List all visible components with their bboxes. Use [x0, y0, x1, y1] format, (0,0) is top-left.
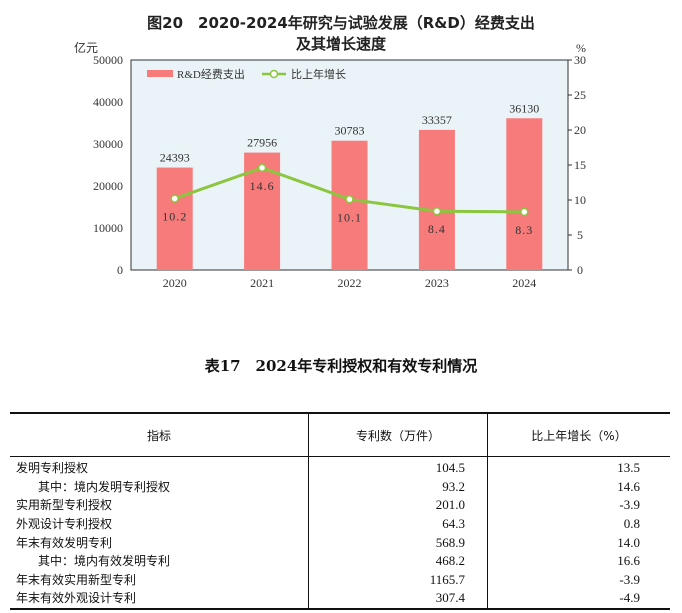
- y-left-unit: 亿元: [74, 40, 98, 55]
- chart: 亿元 % 0 10000 20000 30000 40000 50000 0 5 10 15 20 25 3…: [74, 40, 586, 290]
- bar-label: 33357: [422, 113, 452, 127]
- row-growth: -4.9: [487, 589, 670, 609]
- row-growth: 16.6: [487, 551, 670, 571]
- legend-bar-label: R&D经费支出: [177, 67, 245, 81]
- growth-label: 8.3: [515, 223, 533, 237]
- growth-point: [345, 195, 354, 204]
- y-right-tick: 30: [574, 53, 586, 67]
- bar-2024: [506, 118, 543, 270]
- bar-2022: [331, 140, 368, 270]
- table-row: 发明专利授权 104.5 13.5: [10, 456, 670, 478]
- chart-subtitle: 及其增长速度: [295, 35, 386, 53]
- row-indicator: 其中：境内发明专利授权: [38, 479, 171, 494]
- growth-point: [170, 194, 179, 203]
- y-left-tick: 30000: [93, 137, 123, 151]
- bar-label: 30783: [335, 124, 365, 138]
- table-row: 其中：境内发明专利授权 93.2 14.6: [10, 477, 670, 497]
- row-indicator: 发明专利授权: [16, 461, 89, 476]
- row-count: 568.9: [308, 533, 488, 552]
- y-left-tick: 10000: [93, 221, 123, 235]
- row-count: 468.2: [308, 551, 488, 571]
- header-indicator: 指标: [10, 413, 309, 457]
- row-indicator: 其中：境内有效发明专利: [38, 554, 171, 569]
- legend-line-label: 比上年增长: [291, 67, 346, 81]
- row-count: 307.4: [308, 589, 488, 609]
- row-count: 64.3: [308, 514, 488, 534]
- x-tick: 2020: [163, 276, 187, 290]
- row-growth: 0.8: [487, 514, 670, 534]
- x-tick: 2023: [425, 276, 449, 290]
- legend-line-marker: [269, 69, 279, 79]
- bar-label: 36130: [509, 101, 539, 115]
- y-left-tick: 50000: [93, 53, 123, 67]
- bar-2020: [156, 167, 193, 270]
- growth-label: 10.1: [337, 210, 362, 224]
- table-row: 其中：境内有效发明专利 468.2 16.6: [10, 551, 670, 571]
- growth-point: [432, 206, 442, 216]
- table-row: 外观设计专利授权 64.3 0.8: [10, 514, 670, 534]
- y-right-unit: %: [576, 41, 586, 55]
- row-count: 104.5: [308, 456, 488, 478]
- y-right-tick: 25: [574, 88, 586, 102]
- row-indicator: 外观设计专利授权: [16, 517, 113, 532]
- y-right-tick: 15: [574, 158, 586, 172]
- y-left-tick: 0: [117, 263, 123, 277]
- table-row: 年末有效实用新型专利 1165.7 -3.9: [10, 570, 670, 590]
- table-row: 实用新型专利授权 201.0 -3.9: [10, 496, 670, 515]
- y-right-tick: 20: [574, 123, 586, 137]
- growth-label: 8.4: [428, 222, 446, 236]
- row-count: 93.2: [308, 477, 488, 497]
- y-right-tick: 5: [577, 228, 583, 242]
- y-right-tick: 10: [574, 193, 586, 207]
- patent-table: 指标 专利数（万件） 比上年增长（%） 发明专利授权 104.5 13.5 其中：…: [10, 412, 670, 610]
- y-left-tick: 20000: [93, 179, 123, 193]
- row-count: 201.0: [308, 496, 488, 515]
- x-tick: 2024: [512, 276, 536, 290]
- row-growth: -3.9: [487, 496, 670, 515]
- growth-label: 10.2: [162, 210, 187, 224]
- row-growth: 14.6: [487, 477, 670, 497]
- row-indicator: 年末有效外观设计专利: [16, 591, 137, 606]
- row-growth: -3.9: [487, 570, 670, 590]
- growth-point: [520, 207, 529, 217]
- row-indicator: 年末有效发明专利: [16, 535, 113, 550]
- growth-point: [257, 163, 267, 173]
- legend-bar-swatch: [147, 70, 173, 77]
- table-row: 年末有效发明专利 568.9 14.0: [10, 533, 670, 552]
- table-row: 年末有效外观设计专利 307.4 -4.9: [10, 589, 670, 609]
- x-tick: 2022: [338, 276, 362, 290]
- bar-2023: [418, 129, 455, 270]
- row-growth: 14.0: [487, 533, 670, 552]
- table-title: 表17 2024年专利授权和有效专利情况: [204, 357, 478, 375]
- header-count: 专利数（万件）: [308, 413, 488, 457]
- row-count: 1165.7: [308, 570, 488, 590]
- header-growth: 比上年增长（%）: [487, 413, 670, 457]
- row-indicator: 年末有效实用新型专利: [16, 572, 137, 587]
- x-tick: 2021: [250, 276, 274, 290]
- row-growth: 13.5: [487, 456, 670, 478]
- growth-label: 14.6: [250, 179, 275, 193]
- bar-label: 24393: [160, 151, 190, 165]
- row-indicator: 实用新型专利授权: [16, 498, 113, 513]
- bar-label: 27956: [247, 136, 277, 150]
- y-left-tick: 40000: [93, 95, 123, 109]
- chart-title: 图20 2020-2024年研究与试验发展（R&D）经费支出: [147, 14, 535, 32]
- y-right-tick: 0: [577, 263, 583, 277]
